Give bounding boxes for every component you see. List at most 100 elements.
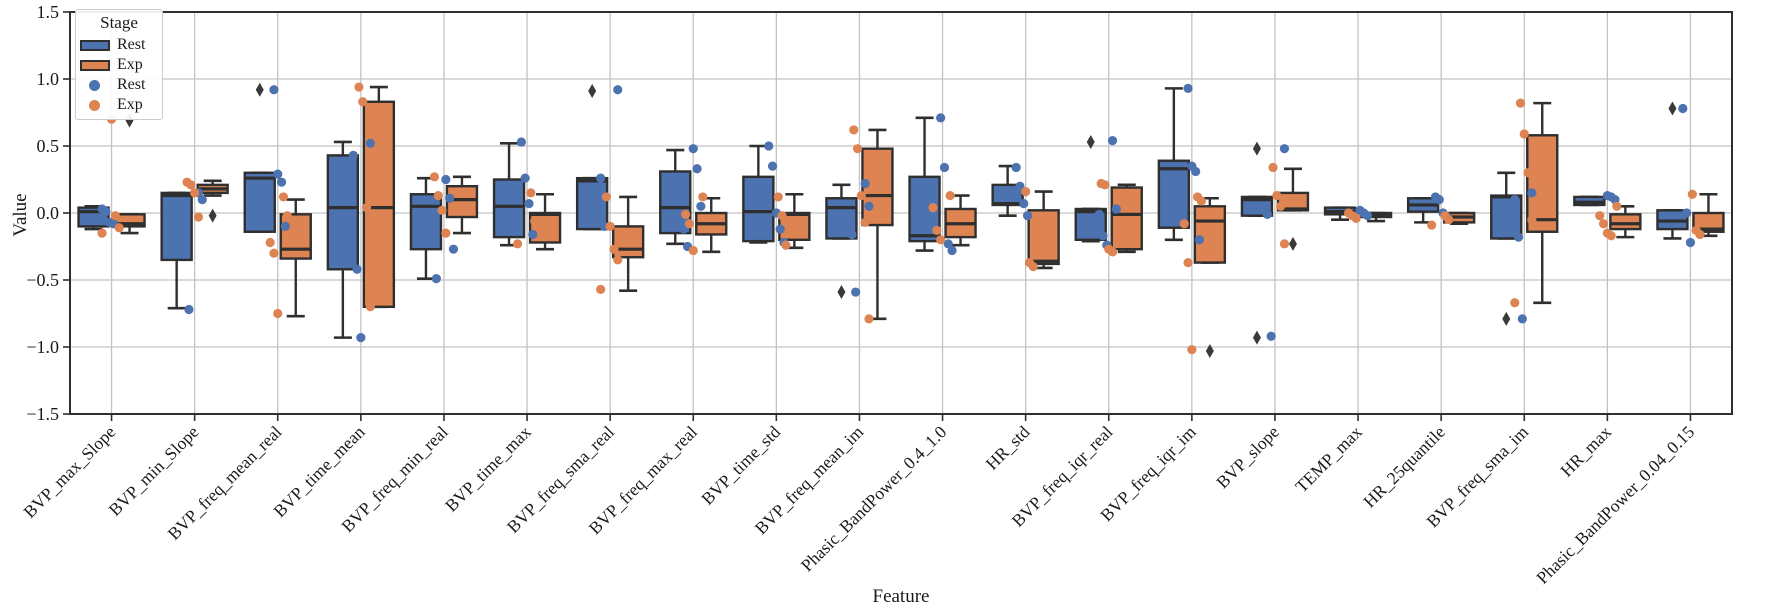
strip-point-rest (365, 138, 375, 148)
box-exp-BVP_freq_sma_im (1526, 101, 1559, 305)
strip-point-exp (530, 216, 540, 226)
strip-point-exp (190, 188, 200, 198)
box-exp-BVP_slope (1276, 167, 1310, 251)
strip-point-exp (186, 180, 196, 190)
outlier-diamond (1668, 101, 1677, 116)
box-rest-BVP_time_std (742, 144, 775, 244)
strip-point-rest (696, 201, 706, 211)
legend-entry-point-rest: Rest (80, 75, 158, 95)
strip-points (97, 82, 1705, 355)
y-tick-label: 0.0 (37, 203, 60, 223)
outlier-diamond (1086, 134, 1095, 149)
strip-point-exp (1523, 168, 1533, 178)
strip-point-exp (358, 97, 368, 107)
legend: Stage Rest Exp Rest Exp (75, 9, 163, 120)
strip-point-exp (1268, 162, 1278, 173)
box-exp-BVP_freq_min_real (445, 175, 479, 235)
strip-point-exp (1028, 262, 1038, 272)
x-tick-label: Phasic_BandPower_0.04_0.15 (1532, 422, 1698, 588)
strip-point-exp (849, 125, 859, 135)
strip-point-rest (613, 85, 623, 95)
box-rest-BVP_slope (1240, 141, 1274, 345)
strip-point-rest (1262, 209, 1272, 219)
strip-point-exp (928, 203, 938, 213)
strip-point-rest (1682, 208, 1692, 218)
strip-point-exp (282, 211, 292, 221)
outlier-diamond (1252, 330, 1261, 345)
strip-point-rest (775, 224, 785, 234)
box-exp-BVP_freq_mean_real (279, 198, 312, 318)
box (1110, 186, 1143, 251)
strip-point-rest (348, 150, 358, 160)
strip-point-exp (1519, 129, 1529, 139)
strip-point-exp (1276, 201, 1286, 211)
strip-point-rest (1362, 211, 1373, 221)
box (279, 213, 312, 260)
strip-point-exp (1427, 220, 1437, 230)
box (492, 178, 526, 239)
box-exp-BVP_freq_sma_real (611, 195, 645, 293)
box (160, 191, 193, 262)
x-tick-label: BVP_slope (1212, 422, 1283, 493)
strip-point-rest (939, 162, 950, 173)
strip-point-exp (526, 188, 536, 198)
strip-point-exp (684, 219, 695, 229)
strip-point-rest (516, 137, 526, 147)
strip-point-exp (1606, 231, 1616, 241)
strip-point-rest (1266, 331, 1276, 341)
strip-point-exp (265, 237, 275, 248)
strip-point-exp (361, 203, 372, 213)
strip-point-exp (945, 190, 955, 201)
strip-point-exp (613, 255, 623, 265)
strip-point-exp (437, 205, 447, 215)
gridlines (70, 12, 1732, 414)
strip-point-rest (864, 201, 874, 211)
legend-entry-box-exp: Exp (80, 55, 158, 75)
box-rest-HR_max (1573, 195, 1606, 207)
strip-point-rest (1434, 195, 1444, 205)
box-rest-BVP_freq_iqr_im (1157, 87, 1191, 242)
x-tick-label: BVP_time_max (441, 422, 535, 516)
strip-point-exp (1279, 239, 1290, 249)
strip-point-rest (1094, 209, 1104, 219)
strip-point-rest (352, 264, 362, 274)
strip-point-exp (193, 212, 204, 222)
strip-point-exp (1021, 186, 1031, 197)
strip-point-rest (767, 161, 778, 171)
strip-point-exp (1612, 201, 1622, 211)
strip-point-rest (1194, 235, 1205, 245)
strip-point-exp (1515, 98, 1526, 108)
legend-entry-point-exp: Exp (80, 95, 158, 115)
box-exp-HR_std (1027, 190, 1060, 270)
box (243, 171, 276, 233)
box (1157, 159, 1191, 229)
legend-entry-label: Rest (117, 76, 146, 93)
box-exp-BVP_time_mean (362, 85, 396, 309)
strip-point-exp (110, 211, 120, 221)
x-axis-label: Feature (872, 586, 930, 607)
strip-point-exp (856, 190, 866, 201)
strip-point-exp (936, 235, 946, 245)
strip-point-rest (445, 193, 455, 203)
legend-title: Stage (100, 13, 138, 32)
box-exp-Phasic_BandPower_0.4_1.0 (944, 194, 977, 247)
strip-point-rest (528, 229, 538, 240)
strip-point-exp (609, 244, 619, 254)
strip-point-rest (1513, 232, 1524, 242)
outlier-diamond (837, 285, 846, 300)
strip-point-rest (1685, 237, 1696, 248)
strip-point-rest (276, 177, 287, 187)
strip-point-rest (1011, 162, 1021, 173)
strip-point-rest (184, 304, 194, 315)
strip-point-rest (280, 221, 290, 231)
strip-point-exp (1510, 298, 1520, 308)
box (326, 154, 360, 271)
box-rest-BVP_freq_sma_real (575, 84, 609, 231)
strip-point-exp (698, 192, 708, 202)
outlier-diamond (1288, 236, 1297, 251)
x-tick-label: BVP_time_std (697, 422, 784, 509)
strip-point-rest (947, 245, 957, 256)
box-exp-BVP_min_Slope (196, 179, 229, 223)
strip-point-exp (114, 223, 124, 233)
box (409, 193, 443, 251)
